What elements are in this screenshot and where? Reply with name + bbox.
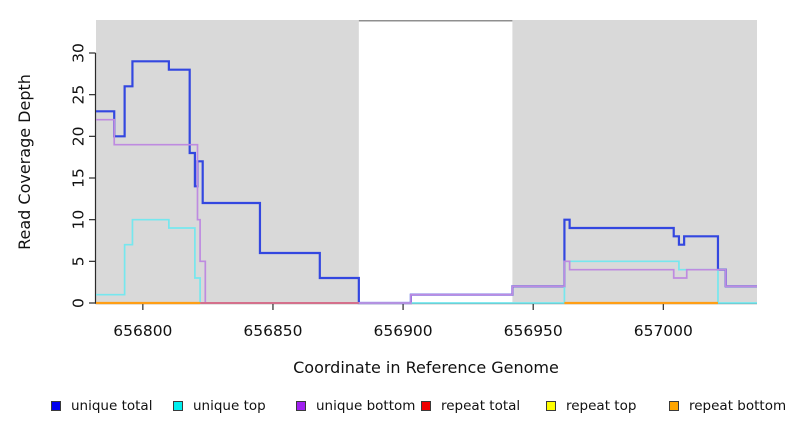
coverage-chart: 656800 656850 656900 656950 657000 0 5 10 15 20 25… bbox=[15, 20, 757, 377]
y-tick-label: 10 bbox=[69, 210, 87, 230]
legend-swatch-unique-bottom bbox=[296, 401, 306, 411]
y-tick-label: 25 bbox=[69, 85, 87, 105]
shaded-region bbox=[512, 20, 757, 303]
legend-label: unique bottom bbox=[316, 398, 416, 414]
legend-swatch-unique-top bbox=[173, 401, 183, 411]
legend-item-unique-bottom: unique bottom bbox=[296, 398, 415, 414]
series-line-unique-total bbox=[96, 60, 757, 305]
axis-layer: 656800 656850 656900 656950 657000 0 5 10 15 20 25… bbox=[69, 43, 757, 340]
x-tick-label: 656900 bbox=[373, 322, 432, 340]
series-layer bbox=[96, 60, 757, 305]
legend-label: repeat top bbox=[566, 398, 637, 414]
legend-label: unique top bbox=[193, 398, 266, 414]
x-tick-label: 656800 bbox=[113, 322, 172, 340]
legend-swatch-repeat-total bbox=[421, 401, 431, 411]
y-tick-label: 5 bbox=[69, 256, 87, 266]
legend-label: repeat total bbox=[441, 398, 521, 414]
series-line-unique-top bbox=[96, 218, 757, 304]
shaded-region bbox=[96, 20, 359, 303]
y-tick-label: 15 bbox=[69, 168, 87, 188]
legend-item-repeat-top: repeat top bbox=[546, 398, 636, 414]
y-tick-label: 30 bbox=[69, 43, 87, 63]
chart-legend: unique total unique top unique bottom repea… bbox=[0, 398, 792, 420]
legend-item-repeat-bottom: repeat bottom bbox=[669, 398, 786, 414]
legend-item-repeat-total: repeat total bbox=[421, 398, 520, 414]
legend-swatch-repeat-top bbox=[546, 401, 556, 411]
legend-label: repeat bottom bbox=[689, 398, 787, 414]
y-tick-label: 20 bbox=[69, 126, 87, 146]
x-axis-title: Coordinate in Reference Genome bbox=[293, 358, 559, 377]
legend-swatch-repeat-bottom bbox=[669, 401, 679, 411]
x-tick-label: 657000 bbox=[634, 322, 693, 340]
legend-item-unique-total: unique total bbox=[51, 398, 152, 414]
y-tick-label: 0 bbox=[69, 298, 87, 308]
x-tick-label: 656950 bbox=[504, 322, 563, 340]
legend-item-unique-top: unique top bbox=[173, 398, 266, 414]
series-line-unique-bottom bbox=[96, 118, 757, 304]
legend-swatch-unique-total bbox=[51, 401, 61, 411]
x-tick-label: 656850 bbox=[243, 322, 302, 340]
legend-label: unique total bbox=[71, 398, 153, 414]
plot-background-layer bbox=[96, 20, 757, 303]
y-axis-title: Read Coverage Depth bbox=[15, 74, 34, 250]
